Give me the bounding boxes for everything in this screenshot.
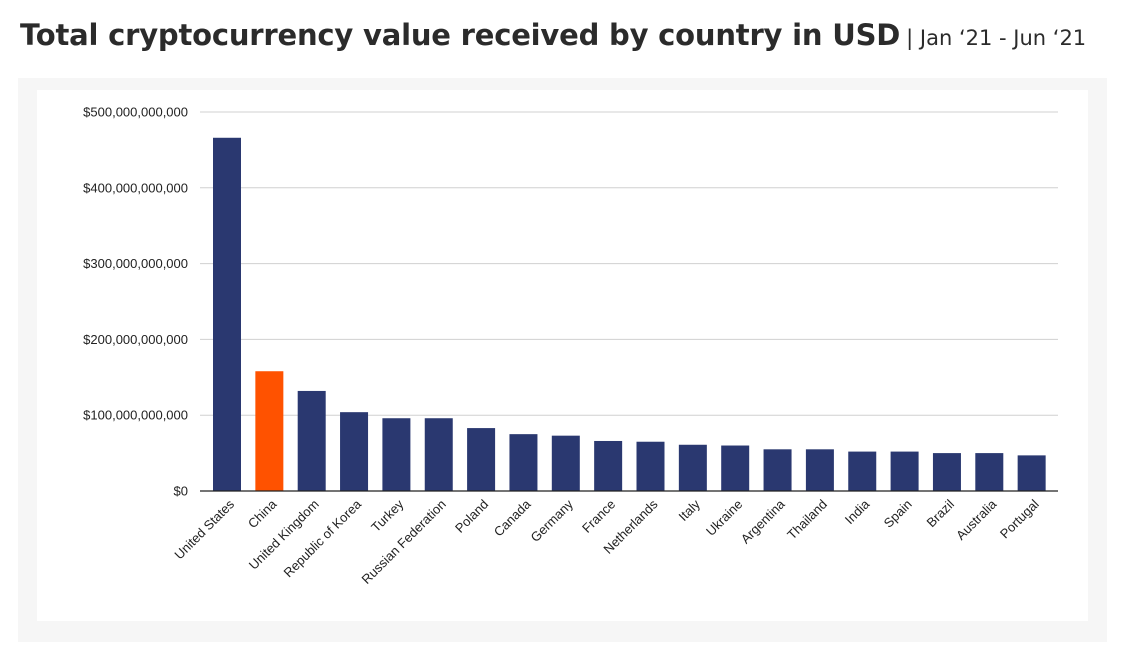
x-tick-label: China [245,496,280,531]
chart-title: Total cryptocurrency value received by c… [20,18,901,52]
bar-turkey [382,418,411,491]
chart-card [37,90,1088,621]
bar-spain [890,451,919,491]
x-tick-label: Germany [528,496,577,545]
x-tick-label: Republic of Korea [280,496,364,580]
bar-france [594,440,623,491]
x-tick-label: Spain [881,497,915,531]
bar-poland [467,428,496,491]
x-tick-label: Ukraine [703,497,745,539]
bar-russian-federation [424,418,453,491]
bar-republic-of-korea [340,412,369,491]
bar-italy [678,444,707,491]
bars [213,137,1046,491]
bar-germany [551,435,580,491]
chart-subtitle: | Jan ‘21 - Jun ‘21 [906,26,1087,50]
x-tick-label: Italy [676,496,704,524]
y-tick-label: $500,000,000,000 [83,105,188,120]
bar-ukraine [721,445,750,491]
x-tick-label: Australia [953,496,1000,543]
bar-argentina [763,449,792,491]
bar-portugal [1017,455,1046,491]
x-tick-label: Brazil [923,496,957,530]
bar-united-states [213,137,241,491]
chart-title-row: Total cryptocurrency value received by c… [20,18,1086,52]
y-axis-ticks: $0 $100,000,000,000 $200,000,000,000 $300,0… [83,105,188,499]
bar-canada [509,434,538,491]
grid-lines [200,111,1058,416]
x-tick-label: Thailand [784,497,830,543]
y-tick-label: $100,000,000,000 [83,408,188,423]
y-tick-label: $0 [174,484,188,499]
x-tick-label: Argentina [738,496,789,547]
bar-china [255,371,284,491]
x-tick-label: Canada [491,496,534,539]
y-tick-label: $400,000,000,000 [83,180,188,195]
y-tick-label: $200,000,000,000 [83,332,188,347]
y-tick-label: $300,000,000,000 [83,256,188,271]
bar-brazil [932,453,961,491]
bar-netherlands [636,441,665,491]
x-tick-label: India [842,496,873,527]
x-tick-label: Poland [452,497,491,536]
bar-united-kingdom [297,390,326,491]
x-tick-label: Turkey [368,496,407,535]
x-tick-label: Russian Federation [359,497,449,587]
x-tick-label: France [579,497,618,536]
x-tick-label: United States [171,496,237,562]
bar-india [848,451,877,491]
bar-thailand [805,449,834,491]
bar-australia [975,453,1004,491]
x-tick-label: Portugal [997,496,1042,541]
